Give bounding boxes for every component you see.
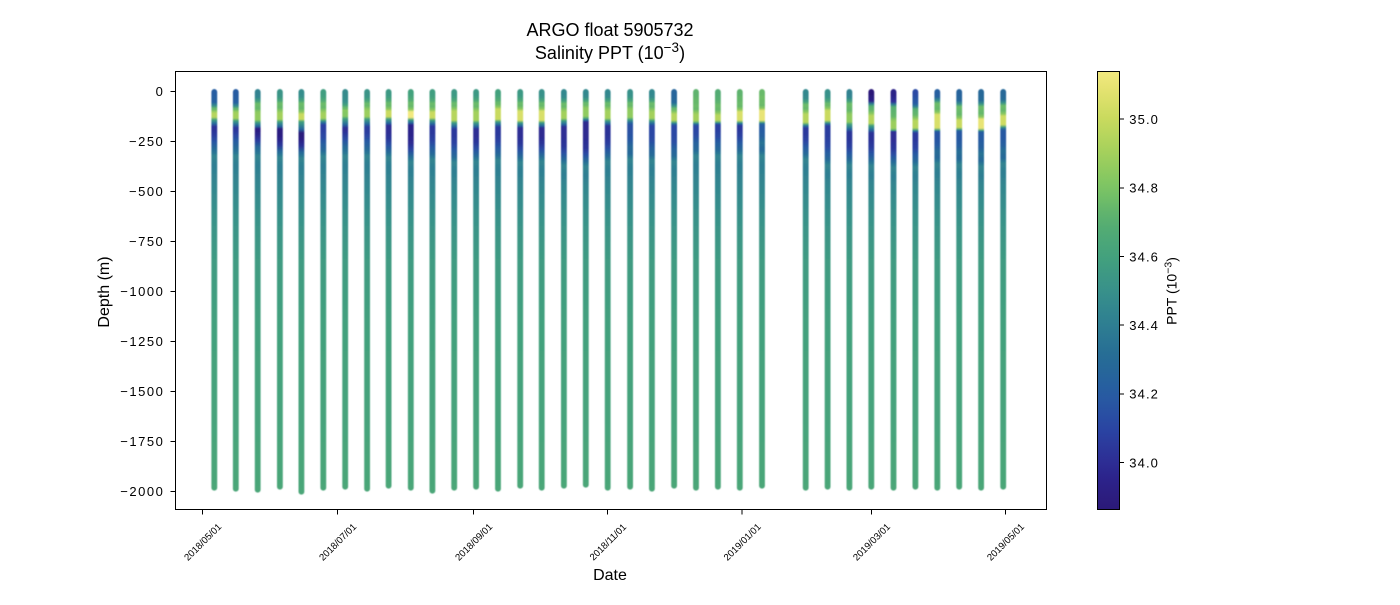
svg-text:−2000: −2000 [120,484,164,499]
svg-text:34.6: 34.6 [1129,249,1159,264]
svg-text:PPT (10−3): PPT (10−3) [1163,257,1180,325]
svg-text:−1750: −1750 [120,434,164,449]
svg-text:−1000: −1000 [120,284,164,299]
svg-text:−1250: −1250 [120,334,164,349]
svg-text:−1500: −1500 [120,384,164,399]
svg-text:Salinity PPT (10−3): Salinity PPT (10−3) [535,40,685,63]
svg-text:−250: −250 [129,134,164,149]
svg-text:35.0: 35.0 [1129,112,1159,127]
svg-text:0: 0 [156,84,165,99]
svg-text:Depth (m): Depth (m) [96,256,113,327]
svg-text:34.2: 34.2 [1129,387,1159,402]
svg-text:Date: Date [593,567,627,584]
svg-text:ARGO float 5905732: ARGO float 5905732 [526,20,693,40]
svg-text:−750: −750 [129,234,164,249]
svg-text:−500: −500 [129,184,164,199]
svg-text:34.4: 34.4 [1129,318,1159,333]
svg-text:34.8: 34.8 [1129,181,1159,196]
svg-text:34.0: 34.0 [1129,455,1159,470]
